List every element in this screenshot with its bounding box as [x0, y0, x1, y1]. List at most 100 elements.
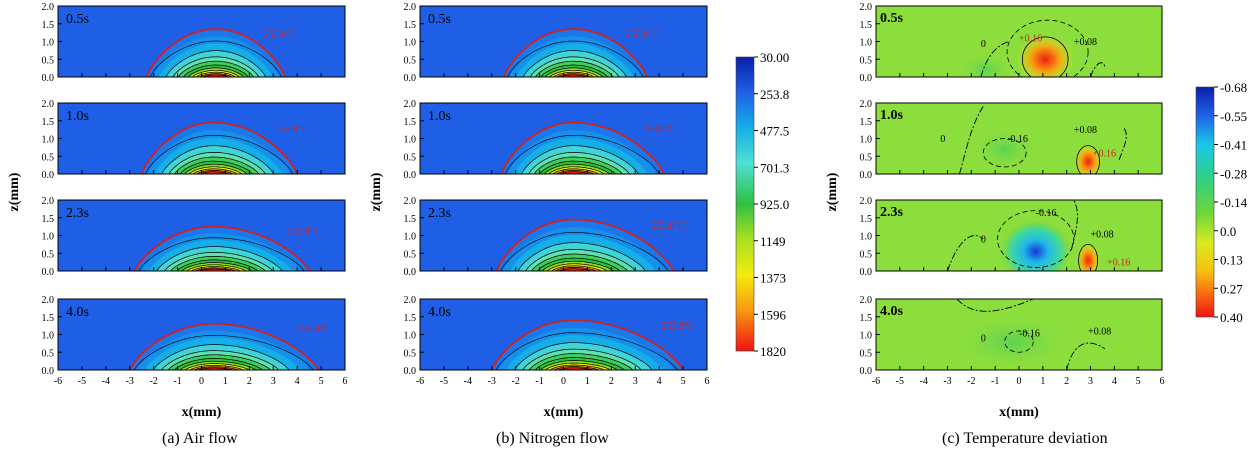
colorbar-tick-label: -0.14	[1220, 195, 1248, 210]
y-tick-label: 1.5	[42, 20, 55, 31]
temperature-panel: 253.8°C 1.0s	[58, 103, 345, 175]
y-tick-label: 1.0	[860, 135, 873, 146]
x-tick-label: -2	[967, 376, 975, 387]
y-tick-label: 2.0	[404, 2, 417, 13]
colorbar-tick-label: -0.68	[1220, 80, 1247, 95]
x-tick-label: 5	[1136, 376, 1141, 387]
contour-label: +0.08	[1074, 37, 1097, 48]
deviation-field	[876, 200, 1162, 271]
x-tick-label: -4	[102, 376, 110, 387]
deviation-panel: 0 -0.16 +0.08 +0.16 1.0s	[876, 103, 1162, 174]
x-tick-label: 1	[1040, 376, 1045, 387]
cold-spot	[957, 52, 1015, 77]
deviation-field	[876, 6, 1162, 77]
x-axis-label: x(mm)	[182, 405, 222, 420]
contour-label: -0.16	[1019, 328, 1040, 339]
isotherm-line	[177, 60, 254, 78]
y-tick-label: 1.5	[404, 117, 417, 128]
y-tick-label: 2.0	[404, 99, 417, 110]
y-tick-label: 0.0	[404, 73, 417, 84]
y-tick-label: 2.0	[860, 99, 873, 110]
y-tick-label: 1.5	[42, 117, 55, 128]
colorbar-tick-label: -0.41	[1220, 138, 1247, 153]
contour-label: 0	[981, 39, 986, 50]
x-tick-label: -1	[173, 376, 181, 387]
time-label: 1.0s	[428, 109, 451, 124]
contour-zero	[1118, 127, 1127, 160]
isotherm-line	[548, 166, 605, 175]
temperature-panel: 253.8°C 1.0s	[420, 103, 707, 175]
isotherm-line	[500, 232, 669, 272]
isotherm-line	[186, 264, 247, 272]
x-tick-label: 2	[1064, 376, 1069, 387]
isotherm-line	[521, 145, 639, 175]
contour-label: -0.16	[1036, 208, 1057, 219]
isotherm-line	[189, 365, 244, 371]
isotherm-label: 253.8°C	[297, 324, 330, 335]
isotherm-line	[533, 156, 623, 175]
cold-spot	[999, 219, 1072, 271]
isotherm-line	[170, 256, 266, 272]
isotherm-line	[517, 242, 646, 272]
x-tick-label: 1	[223, 376, 228, 387]
panel-axes: 0.0 0.5 1.0 1.5 2.0	[42, 2, 346, 84]
y-tick-label: 2.0	[860, 196, 873, 207]
panel-axes: 0.0 0.5 1.0 1.5 2.0	[404, 2, 708, 84]
x-tick-label: -3	[126, 376, 134, 387]
x-tick-label: 4	[1112, 376, 1117, 387]
y-tick-label: 0.0	[42, 366, 55, 377]
contour-label: +0.08	[1088, 327, 1111, 338]
isotherm-line	[560, 74, 587, 78]
x-tick-label: -4	[919, 376, 927, 387]
isotherm-253-8	[495, 218, 675, 272]
contour-label: +0.16	[1093, 148, 1116, 159]
y-tick-label: 0.5	[42, 249, 55, 260]
y-axis-label: z(mm)	[825, 172, 840, 211]
isotherm-line	[544, 67, 604, 78]
x-tick-label: 3	[1088, 376, 1093, 387]
x-tick-label: -6	[872, 376, 880, 387]
y-axis-label: z(mm)	[369, 172, 384, 211]
contour-zero	[958, 106, 984, 174]
isotherm-line	[188, 166, 243, 175]
colorbar-tick-label: 0.0	[1220, 224, 1236, 239]
isotherm-line	[200, 171, 229, 175]
isotherm-line	[174, 358, 263, 371]
x-tick-label: -2	[149, 376, 157, 387]
time-label: 1.0s	[880, 108, 904, 123]
x-tick-label: 5	[319, 376, 324, 387]
isotherm-253-8	[491, 319, 684, 371]
isotherm-line	[172, 56, 260, 78]
y-tick-label: 1.0	[42, 38, 55, 49]
x-tick-label: -2	[511, 376, 519, 387]
y-tick-label: 0.5	[404, 249, 417, 260]
y-tick-label: 1.0	[404, 38, 417, 49]
panel-axes: 0.0 0.5 1.0 1.5 2.0 -6 -5 -4 -3 -2 -1 0 1 2 3 4 5 6	[860, 295, 1165, 387]
y-tick-label: 2.0	[42, 99, 55, 110]
contour-minus	[1004, 330, 1034, 353]
isotherm-line	[161, 350, 280, 371]
x-tick-label: -5	[440, 376, 448, 387]
isotherm-line	[168, 152, 266, 175]
colorbar-tick-label: 0.27	[1220, 281, 1243, 296]
deviation-panel: 0 -0.16 +0.08 4.0s	[876, 299, 1162, 370]
y-tick-label: 2.0	[860, 2, 873, 13]
panel-axes: 0.0 0.5 1.0 1.5 2.0 -6 -5 -4 -3 -2 -1 0 1 2 3 4 5 6	[404, 295, 710, 387]
isotherm-line	[529, 56, 620, 78]
isotherm-line	[539, 160, 616, 175]
isotherm-253-8	[140, 121, 298, 175]
y-tick-label: 2.0	[42, 295, 55, 306]
temperature-panel: 253.8°C 0.5s	[420, 6, 707, 78]
hot-spot	[1016, 34, 1074, 77]
isotherm-line	[540, 360, 618, 371]
isotherm-line	[133, 335, 314, 371]
colorbar: -0.68 -0.55 -0.41 -0.28 -0.14 0.0 0.13 0.27 0.40	[1195, 80, 1248, 325]
contour-label: 0	[940, 134, 945, 145]
y-tick-label: 0.0	[42, 170, 55, 181]
x-tick-label: -6	[54, 376, 62, 387]
x-tick-label: 4	[295, 376, 300, 387]
y-tick-label: 0.5	[860, 55, 873, 66]
isotherm-line	[546, 263, 608, 272]
isotherm-line	[540, 64, 608, 78]
time-label: 0.5s	[880, 11, 904, 26]
